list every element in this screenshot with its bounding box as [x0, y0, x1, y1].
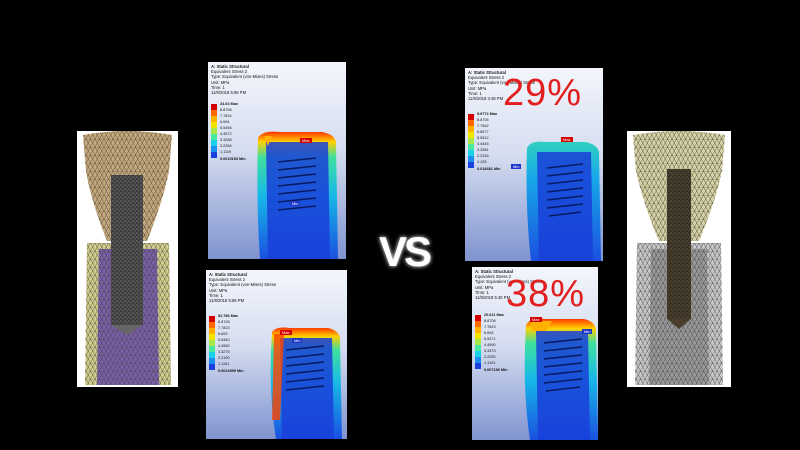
- max-tag: Max: [530, 317, 542, 322]
- left-mesh-model: [77, 131, 178, 387]
- versus-label: VS: [379, 228, 432, 275]
- panel-header: A: Static Structural Equivalent Stress 2…: [468, 70, 535, 101]
- header-line: Equivalent Stress 2: [211, 69, 248, 75]
- legend-label: 1.125: [477, 160, 487, 164]
- header-line: Type: Equivalent (von-Mises) Stress: [209, 282, 277, 288]
- legend-label: 4.4550: [218, 344, 230, 348]
- header-line: A: Static Structural: [475, 269, 513, 274]
- header-line: Unit: MPa: [475, 284, 494, 290]
- legend-label: 7.7823: [484, 325, 496, 329]
- stress-panel-top-left: A: Static Structural Equivalent Stress 2…: [208, 62, 346, 259]
- stress-panel-bottom-left: A: Static Structural Equivalent Stress 2…: [206, 270, 347, 439]
- legend-label: 0.007156 Min: [484, 368, 508, 372]
- legend-label: 7.7662: [477, 124, 489, 128]
- legend-label: 2.2190: [218, 356, 230, 360]
- right-mesh-model: [627, 131, 731, 387]
- header-line: A: Static Structural: [211, 64, 249, 69]
- legend-label: 4.4572: [220, 132, 232, 136]
- legend-color-bar: [209, 316, 215, 370]
- legend-color-bar: [211, 104, 217, 158]
- stress-plot-top-right: [526, 141, 601, 261]
- header-line: Time: 1: [211, 84, 225, 90]
- legend-color-bar: [475, 315, 481, 369]
- legend-label: 8.8708: [218, 320, 230, 324]
- legend-label: 0.0015153 Min: [220, 157, 246, 161]
- legend-label: 6.6577: [477, 130, 489, 134]
- legend-label: 9.9772 Max: [477, 112, 498, 116]
- legend-label: 7.7824: [220, 114, 232, 118]
- legend-label: 5.5440: [218, 338, 230, 342]
- legend-label: 0.0014599 Min: [218, 369, 244, 373]
- panel-header: A: Static Structural Equivalent Stress 2…: [209, 272, 276, 303]
- min-tag: Min: [292, 338, 303, 343]
- reduction-percentage: 29%: [503, 72, 583, 114]
- legend-label: 2.2284: [220, 144, 232, 148]
- legend-label: 4.4590: [484, 343, 496, 347]
- legend-label: 0.018481 Min: [477, 167, 501, 171]
- legend-label: 2.2316: [477, 154, 489, 158]
- legend-label: 3.3373: [484, 349, 496, 353]
- stress-plot-bottom-right: [524, 318, 598, 440]
- panel-header: A: Static Structural Equivalent Stress 2…: [211, 64, 278, 95]
- header-line: Equivalent Stress 2: [209, 277, 246, 283]
- header-line: Unit: MPa: [211, 79, 230, 85]
- max-tag: Max: [280, 330, 292, 335]
- stress-panel-bottom-right: A: Static Structural Equivalent Stress 2…: [472, 267, 598, 440]
- max-tag: Max: [561, 137, 573, 142]
- stress-plot-bottom-left: [270, 327, 342, 439]
- max-tag: Max: [300, 138, 312, 143]
- legend-label: 3.3288: [220, 138, 232, 142]
- left-mesh-drawing: [83, 131, 172, 385]
- legend-label: 8.8708: [484, 319, 496, 323]
- min-tag: Min: [582, 329, 593, 334]
- legend-label: 8.8706: [477, 118, 489, 122]
- legend-label: 6.693: [484, 331, 494, 335]
- header-line: Unit: MPa: [468, 85, 487, 91]
- legend-label: 3.3381: [477, 148, 489, 152]
- legend-label: 5.5471: [484, 337, 496, 341]
- header-line: Type: Equivalent (von-Mises) Stress: [468, 80, 536, 86]
- header-line: Time: 1: [475, 289, 489, 295]
- reduction-percentage: 38%: [506, 273, 586, 315]
- header-line: Type: Equivalent (von-Mises) Stress: [475, 279, 543, 285]
- header-line: Unit: MPa: [209, 287, 228, 293]
- header-line: Type: Equivalent (von-Mises) Stress: [211, 74, 279, 80]
- min-tag: Min: [290, 201, 301, 206]
- legend-label: 52.786 Max: [218, 314, 239, 318]
- legend-label: 5.5456: [220, 126, 232, 130]
- stress-panel-top-right: A: Static Structural Equivalent Stress 2…: [465, 68, 603, 261]
- header-line: Equivalent Stress 2: [475, 274, 512, 280]
- legend-color-bar: [468, 114, 474, 168]
- header-line: Time: 1: [209, 292, 223, 298]
- legend-label: 3.3275: [218, 350, 230, 354]
- header-line: 11/8/2018 5:58 PM: [211, 90, 247, 96]
- header-line: A: Static Structural: [209, 272, 247, 277]
- legend-label: 6.693: [218, 332, 228, 336]
- header-line: 11/8/2018 5:56 PM: [209, 298, 245, 304]
- legend-label: 7.7823: [218, 326, 230, 330]
- legend-label: 8.8708: [220, 108, 232, 112]
- legend-label: 1.1101: [484, 361, 496, 365]
- header-line: 11/8/2018 3:48 PM: [468, 96, 504, 102]
- stress-plot-top-left: [257, 131, 338, 259]
- header-line: 11/8/2018 5:45 PM: [475, 295, 511, 301]
- legend-label: 4.4446: [477, 142, 489, 146]
- legend-label: 5.5512: [477, 136, 489, 140]
- header-line: A: Static Structural: [468, 70, 506, 75]
- legend-label: 20.611 Max: [484, 313, 504, 317]
- legend-label: 6.694: [220, 120, 230, 124]
- legend-label: 1.1119: [220, 150, 232, 154]
- legend-label: 1.1101: [218, 362, 230, 366]
- header-line: Time: 1: [468, 90, 482, 96]
- panel-header: A: Static Structural Equivalent Stress 2…: [475, 269, 542, 300]
- legend-label: 34.04 Max: [220, 102, 238, 106]
- legend-label: 2.2290: [484, 355, 496, 359]
- right-mesh-drawing: [633, 131, 725, 385]
- header-line: Equivalent Stress 2: [468, 75, 505, 81]
- min-tag: Min: [511, 164, 522, 169]
